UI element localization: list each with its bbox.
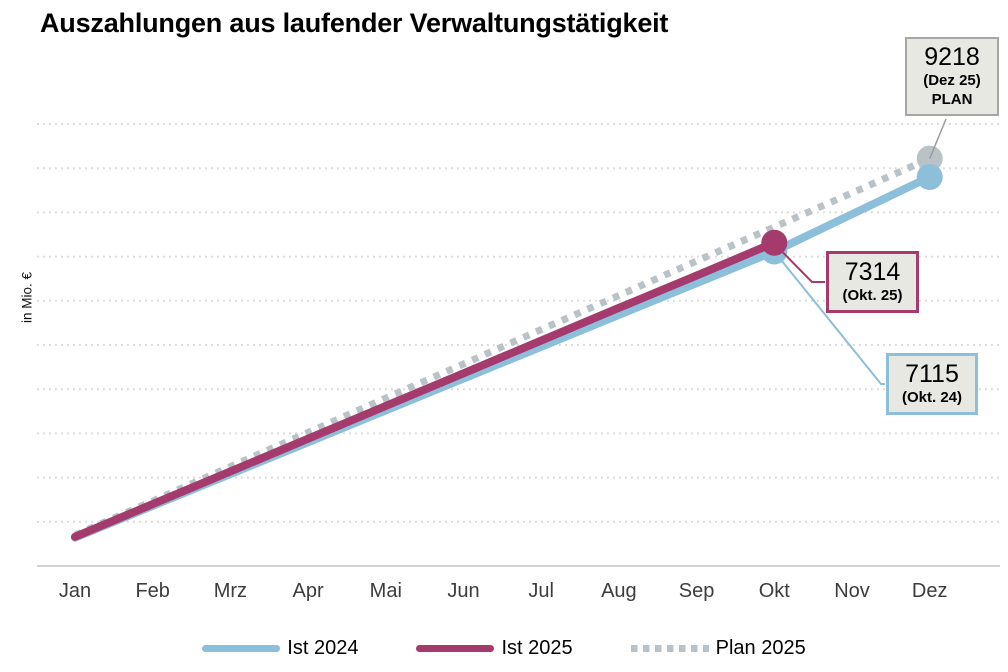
x-axis-label-feb: Feb (135, 580, 170, 602)
annotation-ist2025-okt: 7314 (Okt. 25) (826, 251, 919, 313)
chart-title: Auszahlungen aus laufender Verwaltungstä… (40, 8, 669, 38)
annotation-sublabel: (Okt. 25) (842, 287, 903, 304)
annotation-ist2024-okt: 7115 (Okt. 24) (886, 353, 978, 415)
legend-item-ist-2024: Ist 2024 (202, 637, 358, 660)
x-axis-label-mai: Mai (369, 580, 402, 602)
legend-item-plan-2025: Plan 2025 (630, 636, 806, 660)
x-axis-label-dez: Dez (911, 580, 948, 602)
x-axis-label-sep: Sep (678, 580, 715, 602)
series-line-ist-2025 (71, 238, 779, 541)
x-axis-label-jan: Jan (58, 580, 92, 602)
legend: Ist 2024 Ist 2025 Plan 2025 (0, 632, 1008, 664)
legend-label: Ist 2024 (287, 636, 359, 659)
leader-line (929, 118, 947, 159)
x-axis-label-apr: Apr (292, 580, 324, 602)
legend-swatch-ist-2025 (416, 644, 495, 652)
x-axis-label-aug: Aug (601, 580, 637, 602)
annotation-plan-dez: 9218 (Dez 25) PLAN (905, 37, 999, 116)
x-axis-label-jul: Jul (528, 580, 554, 602)
legend-label: Ist 2025 (501, 636, 573, 659)
series-line-plan-2025 (73, 155, 932, 539)
x-axis: Jan Feb Mrz Apr Mai Jun Jul Aug Sep Okt Nov Dez (0, 580, 1008, 606)
legend-label: Plan 2025 (715, 636, 806, 659)
x-axis-label-nov: Nov (834, 580, 870, 602)
annotation-sublabel: (Dez 25) (923, 72, 981, 89)
marker-ist-2024-dez (916, 164, 943, 191)
annotation-value: 7115 (905, 360, 959, 388)
legend-swatch-plan-2025 (630, 644, 709, 652)
legend-item-ist-2025: Ist 2025 (416, 636, 573, 660)
x-axis-label-okt: Okt (758, 580, 790, 602)
x-axis-label-jun: Jun (447, 580, 480, 602)
annotation-sublabel: (Okt. 24) (901, 389, 962, 406)
annotation-tag: PLAN (931, 91, 973, 108)
leader-line (777, 255, 885, 385)
x-axis-label-mrz: Mrz (213, 580, 248, 602)
annotation-value: 9218 (924, 43, 980, 71)
annotation-value: 7314 (844, 258, 901, 286)
legend-swatch-ist-2024 (202, 644, 281, 652)
leader-line (777, 247, 825, 283)
